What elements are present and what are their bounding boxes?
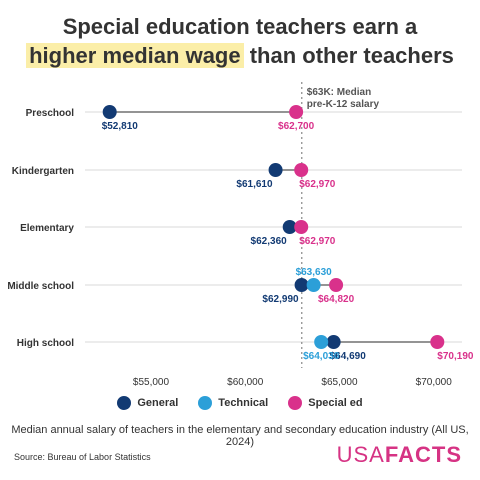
data-label-general: $62,990 — [262, 294, 299, 305]
title-highlight: higher median wage — [26, 43, 244, 68]
category-label: Elementary — [20, 223, 74, 234]
reference-label-line-1: $63K: Median — [307, 87, 371, 98]
title-rest: than other teachers — [243, 43, 454, 68]
x-tick-label: $60,000 — [227, 377, 264, 388]
x-tick-label: $55,000 — [133, 377, 170, 388]
dot-special-ed — [329, 278, 344, 292]
dot-general — [326, 335, 341, 349]
data-label-special-ed: $62,970 — [299, 236, 336, 247]
x-tick-label: $65,000 — [321, 377, 358, 388]
dot-technical — [314, 335, 329, 349]
dot-special-ed — [294, 163, 309, 177]
dot-general — [282, 220, 297, 234]
category-label: High school — [17, 338, 74, 349]
legend-item-general: General — [117, 396, 178, 410]
data-label-general: $52,810 — [102, 121, 139, 132]
data-label-technical: $64,030 — [303, 351, 340, 362]
data-label-general: $64,690 — [330, 351, 367, 362]
dot-special-ed — [289, 105, 304, 119]
data-label-general: $62,360 — [251, 236, 288, 247]
legend-dot-special-ed — [288, 396, 303, 410]
data-label-special-ed: $70,190 — [437, 351, 474, 362]
data-label-general: $61,610 — [236, 179, 273, 190]
legend-item-technical: Technical — [198, 396, 268, 410]
reference-label-line-2: pre-K-12 salary — [307, 99, 380, 110]
x-tick-label: $70,000 — [416, 377, 453, 388]
legend-item-special-ed: Special ed — [288, 396, 363, 410]
legend-label-technical: Technical — [218, 397, 269, 409]
data-label-technical: $63,630 — [296, 267, 333, 278]
dot-technical — [306, 278, 321, 292]
category-label: Middle school — [7, 281, 74, 292]
source-note: Source: Bureau of Labor Statistics — [14, 452, 151, 462]
category-label: Kindergarten — [12, 166, 74, 177]
data-label-special-ed: $64,820 — [318, 294, 355, 305]
dot-general — [294, 278, 309, 292]
dot-plot-chart: Preschool Kindergarten Elementary Middle sc… — [7, 82, 474, 388]
chart-caption: Median annual salary of teachers in the … — [11, 424, 469, 448]
dot-special-ed — [430, 335, 445, 349]
brand-logo: USAFACTS — [337, 442, 462, 468]
legend-label-general: General — [137, 397, 179, 409]
data-label-special-ed: $62,970 — [299, 179, 336, 190]
legend-dot-general — [117, 396, 132, 410]
data-label-special-ed: $62,700 — [278, 121, 315, 132]
dot-general — [268, 163, 283, 177]
dot-special-ed — [294, 220, 309, 234]
category-label: Preschool — [26, 108, 75, 119]
legend: General Technical Special ed — [0, 396, 480, 410]
title-line-2: higher median wage than other teachers — [0, 41, 480, 70]
chart-title: Special education teachers earn a higher… — [0, 12, 480, 70]
logo-part-2: FACTS — [384, 442, 462, 467]
logo-part-1: USA — [336, 442, 385, 467]
legend-dot-technical — [198, 396, 213, 410]
legend-label-special-ed: Special ed — [308, 397, 363, 409]
dot-general — [102, 105, 117, 119]
title-line-1: Special education teachers earn a — [62, 14, 418, 39]
